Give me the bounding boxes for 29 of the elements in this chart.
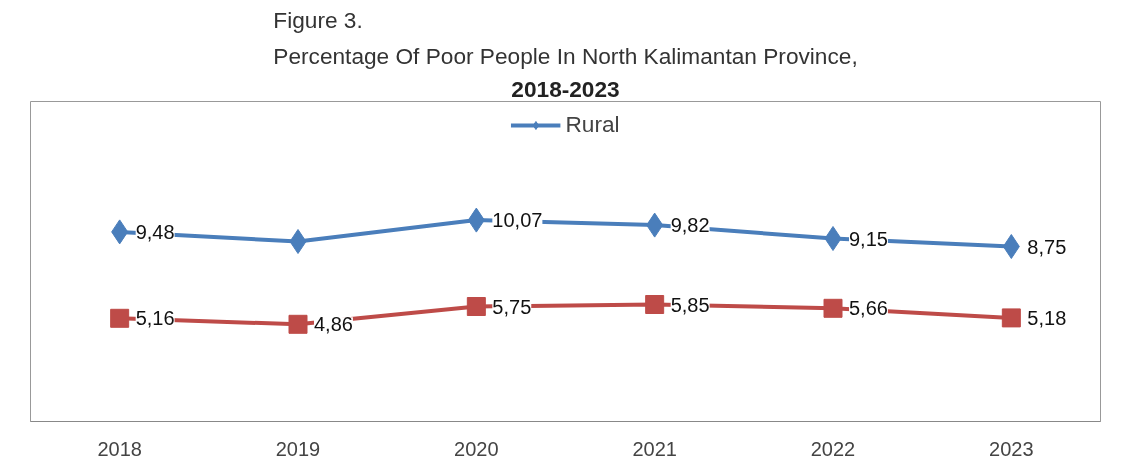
- point: [823, 298, 843, 318]
- point: [1002, 234, 1020, 259]
- data-label: 8,75: [1027, 235, 1067, 258]
- point: [1001, 308, 1021, 328]
- chart-title: Figure 3. Percentage Of Poor People In North Kalimantan Province,: [273, 7, 858, 70]
- x-tick-label: 2021: [632, 437, 677, 460]
- point: [824, 226, 842, 251]
- data-label: 5,85: [670, 293, 710, 316]
- point: [110, 308, 130, 328]
- data-label: 5,16: [135, 307, 175, 330]
- x-tick-label: 2019: [275, 437, 321, 460]
- legend-label: Rural: [565, 111, 620, 138]
- x-tick-label: 2023: [989, 437, 1034, 460]
- data-label: 5,66: [849, 297, 888, 320]
- data-label: 10,07: [492, 209, 543, 232]
- point: [289, 229, 307, 254]
- point: [288, 314, 308, 334]
- chart-subtitle: 2018-2023: [511, 75, 620, 102]
- data-label: 4,86: [314, 313, 353, 336]
- data-label: 9,48: [135, 220, 175, 243]
- x-tick-label: 2020: [454, 437, 499, 460]
- point: [466, 297, 486, 316]
- data-label: 5,75: [492, 295, 532, 318]
- data-label: 9,82: [670, 214, 710, 237]
- point: [645, 295, 665, 314]
- x-tick-label: 2022: [810, 437, 856, 460]
- data-label: 5,18: [1027, 306, 1067, 329]
- data-label: 9,15: [849, 227, 888, 250]
- x-tick-label: 2018: [97, 437, 142, 460]
